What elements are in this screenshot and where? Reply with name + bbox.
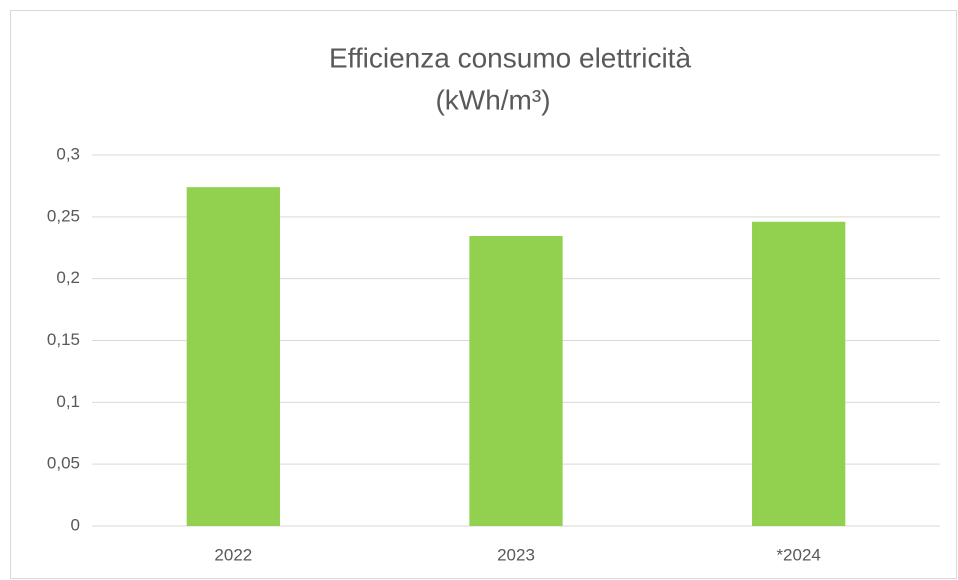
y-tick-label: 0,1 [56, 392, 80, 411]
bar [469, 236, 563, 527]
y-tick-label: 0,2 [56, 268, 80, 287]
x-tick-label: 2022 [214, 545, 252, 564]
y-tick-label: 0,25 [47, 206, 80, 225]
y-tick-label: 0,15 [47, 330, 80, 349]
x-tick-label: 2023 [497, 545, 535, 564]
chart-title: Efficienza consumo elettricità [329, 42, 692, 73]
bar [752, 221, 846, 526]
y-tick-label: 0,05 [47, 454, 80, 473]
y-tick-label: 0,3 [56, 144, 80, 163]
y-tick-label: 0 [71, 515, 80, 534]
chart-subtitle: (kWh/m³) [435, 84, 550, 115]
bar [186, 187, 280, 527]
x-tick-label: *2024 [776, 545, 820, 564]
